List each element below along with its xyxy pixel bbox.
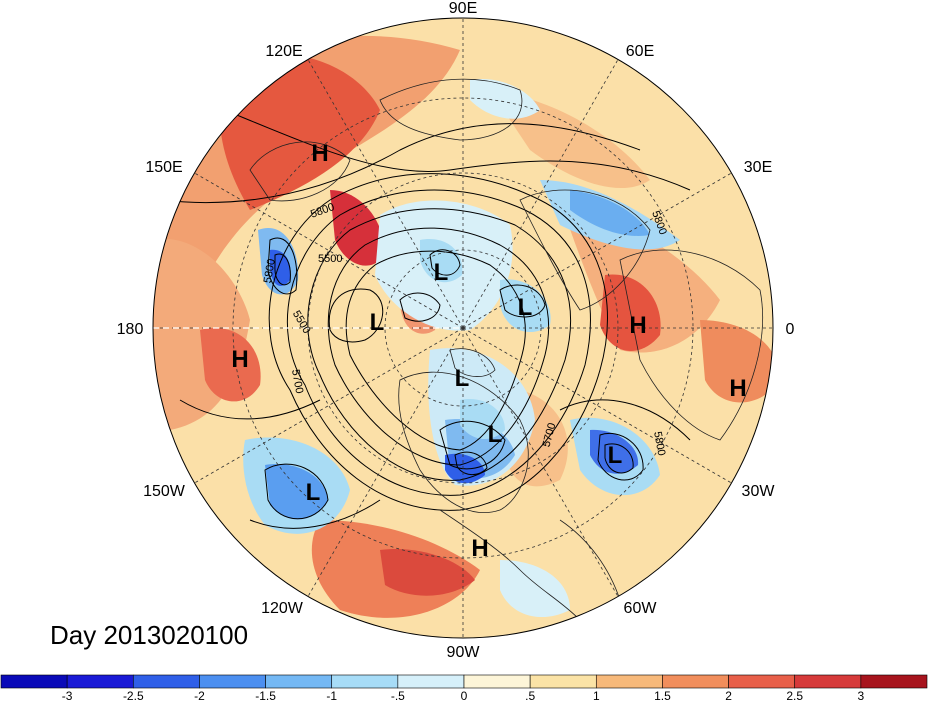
lon-label-150e: 150E: [145, 159, 182, 176]
colorbar-box: [66, 674, 134, 689]
colorbar-box: [331, 674, 399, 689]
contour-label: 5800: [262, 258, 278, 284]
lon-label-150w: 150W: [143, 483, 186, 500]
colorbar-boxes: [0, 674, 928, 689]
colorbar-tick-label: 0: [461, 689, 468, 702]
coastlines: [249, 78, 763, 621]
colorbar-tick-label: -1: [326, 689, 337, 702]
low-center: L: [455, 365, 470, 392]
high-center: H: [231, 346, 248, 373]
lon-label-30w: 30W: [742, 483, 776, 500]
lon-label-90w: 90W: [447, 644, 481, 661]
colorbar-tick-label: 1.5: [654, 689, 671, 702]
contour-label: 5700: [289, 368, 305, 394]
colorbar-box: [132, 674, 200, 689]
high-center: H: [311, 140, 328, 167]
lon-label-60w: 60W: [624, 600, 658, 617]
colorbar-tick-label: -.5: [391, 689, 405, 702]
colorbar-tick-label: .5: [525, 689, 535, 702]
contour-label: 5500: [318, 253, 342, 265]
colorbar-box: [397, 674, 465, 689]
anomaly-field: [153, 18, 773, 638]
height-contours: [159, 99, 691, 529]
colorbar-box: [463, 674, 531, 689]
colorbar-tick-label: 2: [725, 689, 732, 702]
lon-label-30e: 30E: [744, 159, 772, 176]
low-center: L: [608, 442, 623, 469]
contour-label: 5800: [651, 431, 667, 457]
longitude-labels: 90E 60E 30E 0 30W 60W 90W 120W 150W 180 …: [117, 0, 795, 661]
low-center: L: [518, 294, 533, 321]
colorbar-box: [728, 674, 796, 689]
colorbar-tick-label: 2.5: [786, 689, 803, 702]
map-title: Day 2013020100: [50, 620, 249, 650]
map-boundary: [152, 17, 774, 639]
colorbar-box: [595, 674, 663, 689]
colorbar-tick-label: -2.5: [123, 689, 144, 702]
colorbar-box: [662, 674, 729, 689]
high-center: H: [471, 535, 488, 562]
lon-label-0: 0: [786, 321, 795, 338]
low-center: L: [488, 421, 503, 448]
lon-label-120w: 120W: [261, 600, 304, 617]
colorbar-tick-label: 3: [858, 689, 865, 702]
high-center: H: [629, 312, 646, 339]
low-center: L: [370, 309, 385, 336]
colorbar: -3 -2.5 -2 -1.5 -1 -.5 0 .5 1 1.5 2 2.5 3: [0, 674, 928, 702]
colorbar-box: [0, 674, 68, 689]
high-center: H: [729, 375, 746, 402]
lon-label-180: 180: [117, 321, 144, 338]
colorbar-ticks: -3 -2.5 -2 -1.5 -1 -.5 0 .5 1 1.5 2 2.5 3: [62, 689, 865, 702]
colorbar-tick-label: 1: [593, 689, 600, 702]
low-center: L: [434, 259, 449, 286]
colorbar-tick-label: -3: [62, 689, 73, 702]
lon-label-90e: 90E: [449, 0, 477, 17]
colorbar-box: [199, 674, 266, 689]
colorbar-tick-label: -1.5: [255, 689, 276, 702]
pressure-centers: H H H H H L L L L L L L: [231, 140, 746, 562]
low-center: L: [306, 479, 321, 506]
lon-label-60e: 60E: [626, 43, 654, 60]
lon-label-120e: 120E: [265, 43, 302, 60]
colorbar-tick-label: -2: [194, 689, 205, 702]
colorbar-box: [794, 674, 862, 689]
colorbar-box: [860, 674, 928, 689]
colorbar-box: [265, 674, 333, 689]
colorbar-box: [529, 674, 597, 689]
